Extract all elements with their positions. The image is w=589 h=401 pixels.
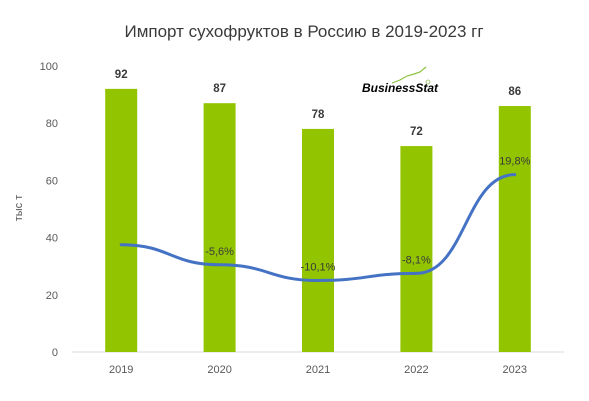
y-tick-label: 60 (46, 175, 58, 187)
x-tick-label: 2020 (207, 364, 231, 376)
bar-value-label: 92 (115, 69, 128, 81)
y-axis-label: тыс т (13, 195, 25, 222)
businessstat-logo: BusinessStat (362, 66, 439, 95)
y-tick-labels: 0 20 40 60 80 100 (40, 61, 58, 359)
y-tick-label: 100 (40, 61, 58, 73)
x-tick-label: 2021 (306, 364, 330, 376)
bar (498, 106, 531, 352)
x-tick-label: 2023 (503, 364, 527, 376)
x-tick-label: 2019 (109, 364, 133, 376)
chart-title: Импорт сухофруктов в Россию в 2019-2023 … (124, 22, 483, 41)
bar (400, 146, 433, 352)
x-tick-labels: 2019 2020 2021 2022 2023 (109, 364, 527, 376)
bar-value-label: 86 (508, 86, 521, 98)
bars (105, 88, 531, 353)
y-tick-label: 40 (46, 233, 58, 245)
growth-line (119, 173, 517, 282)
logo-text: BusinessStat (362, 81, 439, 95)
y-tick-label: 20 (46, 290, 58, 302)
bar-value-label: 78 (312, 109, 325, 121)
logo-chart-icon (391, 66, 427, 84)
y-tick-label: 80 (46, 118, 58, 130)
bar (203, 103, 236, 353)
growth-label: -10,1% (301, 262, 336, 274)
bar (105, 88, 138, 352)
growth-labels: -5,6% -10,1% -8,1% 19,8% (205, 156, 530, 274)
bar-value-label: 72 (410, 126, 423, 138)
x-tick-label: 2022 (404, 364, 428, 376)
growth-label: -8,1% (402, 254, 431, 266)
growth-label: 19,8% (499, 156, 530, 168)
logo-registered-mark (425, 79, 431, 85)
bar-value-label: 87 (213, 83, 226, 95)
bar (302, 128, 334, 352)
y-tick-label: 0 (52, 347, 58, 359)
bar-value-labels: 92 87 78 72 86 (115, 69, 521, 138)
growth-label: -5,6% (205, 246, 234, 258)
